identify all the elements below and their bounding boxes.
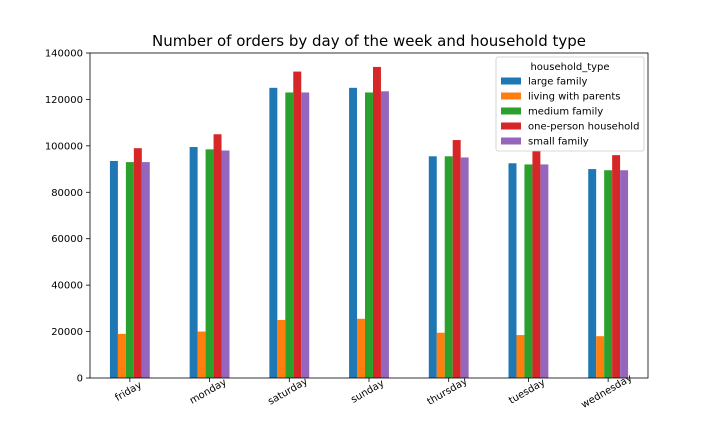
x-tick-label: monday xyxy=(188,377,229,407)
legend-label: small family xyxy=(528,137,589,148)
legend-label: medium family xyxy=(528,107,603,118)
bar-one-person-household-thursday xyxy=(452,140,461,378)
bar-small-family-thursday xyxy=(460,157,469,378)
bar-large-family-monday xyxy=(189,147,198,378)
y-tick-label: 100000 xyxy=(45,141,83,152)
bar-medium-family-sunday xyxy=(365,92,373,379)
bar-small-family-friday xyxy=(141,162,150,378)
legend-label: one-person household xyxy=(528,122,639,133)
legend-swatch xyxy=(501,137,521,145)
legend-swatch xyxy=(501,122,521,130)
bar-medium-family-wednesday xyxy=(604,170,613,378)
bar-medium-family-saturday xyxy=(285,92,294,379)
bar-one-person-household-saturday xyxy=(293,71,302,378)
bar-large-family-wednesday xyxy=(588,169,597,378)
y-tick-label: 140000 xyxy=(45,49,83,60)
bar-small-family-monday xyxy=(221,150,230,378)
bar-medium-family-tuesday xyxy=(524,164,533,378)
bar-one-person-household-wednesday xyxy=(612,155,621,378)
legend-title: household_type xyxy=(530,62,609,73)
legend-swatch xyxy=(501,77,521,85)
bar-living-with-parents-wednesday xyxy=(596,336,605,378)
legend-box xyxy=(495,56,645,152)
y-tick-label: 60000 xyxy=(51,234,83,245)
bar-small-family-sunday xyxy=(380,91,389,379)
bar-medium-family-friday xyxy=(125,162,134,378)
bar-medium-family-thursday xyxy=(444,156,453,378)
legend-label: living with parents xyxy=(528,92,621,103)
y-tick-label: 0 xyxy=(77,374,83,385)
bar-living-with-parents-friday xyxy=(117,333,126,378)
bar-large-family-sunday xyxy=(349,87,358,378)
y-tick-label: 120000 xyxy=(45,95,83,106)
bar-large-family-friday xyxy=(109,160,118,378)
bar-small-family-wednesday xyxy=(620,170,629,378)
bar-one-person-household-tuesday xyxy=(532,150,541,378)
bar-medium-family-monday xyxy=(205,149,214,378)
x-tick-label: tuesday xyxy=(507,377,547,407)
bar-large-family-saturday xyxy=(269,87,278,378)
bar-living-with-parents-tuesday xyxy=(516,335,525,378)
chart-title: Number of orders by day of the week and … xyxy=(152,32,586,50)
bar-living-with-parents-thursday xyxy=(436,332,445,378)
bar-one-person-household-friday xyxy=(133,148,142,378)
bar-living-with-parents-saturday xyxy=(277,319,286,378)
bars-group xyxy=(109,66,629,379)
bar-one-person-household-sunday xyxy=(372,66,381,379)
y-tick-label: 80000 xyxy=(51,188,83,199)
bar-large-family-thursday xyxy=(428,156,437,378)
bar-one-person-household-monday xyxy=(213,134,222,378)
bar-small-family-tuesday xyxy=(540,164,549,378)
bar-living-with-parents-monday xyxy=(197,331,206,378)
x-tick-label: saturday xyxy=(266,376,310,408)
legend-swatch xyxy=(501,92,521,100)
x-tick-label: wednesday xyxy=(580,373,635,411)
legend-swatch xyxy=(501,107,521,115)
y-tick-label: 20000 xyxy=(51,327,83,338)
legend-label: large family xyxy=(528,77,587,88)
x-tick-label: thursday xyxy=(426,376,470,408)
bar-small-family-saturday xyxy=(301,92,310,379)
x-tick-label: friday xyxy=(113,380,144,404)
bar-living-with-parents-sunday xyxy=(357,318,366,378)
bar-large-family-tuesday xyxy=(508,163,517,378)
y-tick-label: 40000 xyxy=(51,281,83,292)
x-tick-label: sunday xyxy=(349,378,386,406)
